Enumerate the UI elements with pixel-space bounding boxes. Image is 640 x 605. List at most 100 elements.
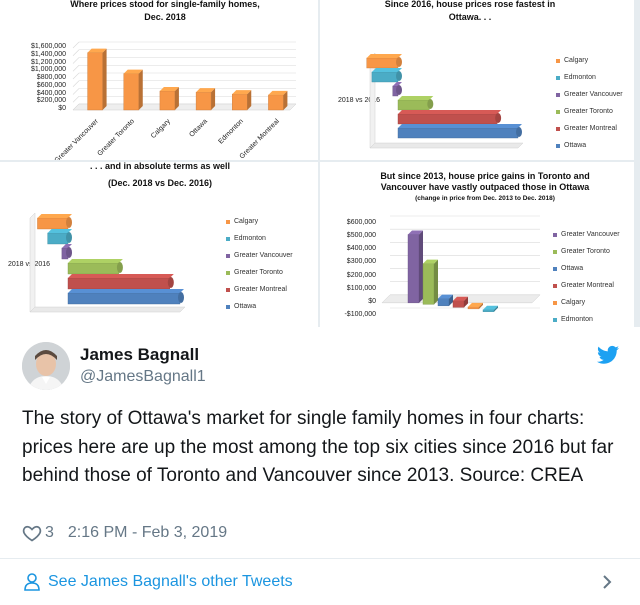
chart-title-line2: Dec. 2018 [144,12,186,22]
user-handle[interactable]: @JamesBagnall1 [80,368,206,385]
legend-swatch [226,253,230,258]
other-tweets-label[interactable]: See James Bagnall's other Tweets [48,573,293,590]
y-tick-label: $400,000 [346,245,376,253]
legend-item-greater-vancouver: Greater Vancouver [556,86,623,103]
legend-swatch [556,58,560,63]
chart-gains-since-2013[interactable]: But since 2013, house price gains in Tor… [320,162,634,327]
bar-top [398,124,522,128]
legend-swatch [553,266,557,271]
chart-title-line1: But since 2013, house price gains in Tor… [380,171,590,181]
bar-end [66,217,72,228]
legend-label: Edmonton [564,74,596,81]
legend-item-calgary: Calgary [553,294,620,311]
bar-ottawa [437,298,450,307]
bar-end [396,71,402,81]
avatar[interactable] [22,342,70,390]
chart-wall [29,212,36,313]
horizontal-bar-plot [366,52,524,149]
chevron-right-icon[interactable] [602,574,612,590]
bar-top [398,96,434,100]
legend-item-edmonton: Edmonton [226,230,293,247]
legend-item-greater-toronto: Greater Toronto [226,264,293,281]
bar-greater-montreal [397,113,498,125]
legend-label: Greater Vancouver [234,252,293,259]
legend-label: Greater Toronto [564,108,613,115]
y-tick-label: $200,000 [36,97,66,105]
other-tweets-link[interactable]: See James Bagnall's other Tweets [24,571,293,593]
bar-end [396,85,402,95]
y-tick-label: $1,000,000 [30,66,66,74]
legend-item-greater-vancouver: Greater Vancouver [553,226,620,243]
chart-prices-dec-2018[interactable]: Where prices stood for single-family hom… [0,0,318,160]
y-tick-label: -$100,000 [344,311,376,318]
grid-divider-vertical [318,0,320,327]
gridline [72,96,80,103]
tweet-meta: 3 2:16 PM - Feb 3, 2019 [22,522,227,544]
y-tick-label: $600,000 [36,81,66,89]
legend-item-edmonton: Edmonton [553,311,620,327]
legend-label: Greater Vancouver [564,91,623,98]
display-name[interactable]: James Bagnall [80,345,200,364]
bar-end [178,292,184,303]
gridline [72,57,80,64]
bar-greater-toronto [123,73,139,111]
bar-top [196,88,216,93]
tweet-author[interactable]: James Bagnall @JamesBagnall1 [22,342,622,392]
legend-label: Edmonton [234,235,266,242]
legend-swatch [226,236,230,241]
chart-title-line1: Since 2016, house prices rose fastest in [384,0,556,9]
legend-item-greater-montreal: Greater Montreal [553,277,620,294]
y-tick-label: $600,000 [346,219,376,226]
bar-side [434,259,438,305]
like-count[interactable]: 3 [45,524,54,541]
bar-ottawa [397,127,519,139]
chart-absolute-terms[interactable]: . . . and in absolute terms as well (Dec… [0,162,318,327]
y-tick-label: $400,000 [36,89,66,97]
twitter-bird-icon[interactable] [597,345,619,365]
chart-legend: Calgary Edmonton Greater Vancouver Greater … [226,213,293,315]
legend-swatch [556,92,560,97]
y-tick-label: $100,000 [346,284,376,292]
bar-side [102,48,107,110]
gridline [72,49,80,56]
bar-top [468,302,483,307]
bar-top [68,274,174,278]
legend-label: Greater Toronto [234,269,283,276]
chart-rose-fastest-ottawa[interactable]: Since 2016, house prices rose fastest in… [320,0,634,160]
y-tick-label: $0 [368,297,376,305]
y-tick-label: $800,000 [36,74,66,81]
bar-side [449,294,453,306]
bar-side [283,90,288,110]
bar-top [87,48,107,53]
tweet-text: The story of Ottawa's market for single … [22,408,614,486]
legend-item-greater-toronto: Greater Toronto [553,243,620,260]
legend-swatch [553,300,557,305]
bar-edmonton [47,232,69,245]
avatar-image [22,342,70,390]
bar-greater-toronto [397,99,430,111]
bar-edmonton [371,71,399,83]
legend-item-edmonton: Edmonton [556,69,623,86]
bar-top [68,259,123,263]
tweet-timestamp[interactable]: 2:16 PM - Feb 3, 2019 [67,524,228,541]
bar-top [68,289,184,293]
gridline [72,65,80,72]
legend-swatch [556,75,560,80]
bar-top [392,82,402,86]
gridline [72,88,80,95]
heart-icon[interactable] [22,523,42,543]
legend-label: Greater Montreal [234,286,287,293]
bar-top [366,54,402,58]
legend-swatch [226,304,230,309]
y-tick-label: $1,200,000 [30,58,66,66]
legend-swatch [553,317,557,322]
series-label: 2018 vs 2016 [338,97,381,104]
legend-swatch [553,283,557,288]
legend-swatch [556,143,560,148]
legend-swatch [556,126,560,131]
bar-side [464,296,468,308]
bar-end [66,232,72,243]
media-grid[interactable]: Where prices stood for single-family hom… [0,0,640,327]
bar-calgary [467,306,480,310]
